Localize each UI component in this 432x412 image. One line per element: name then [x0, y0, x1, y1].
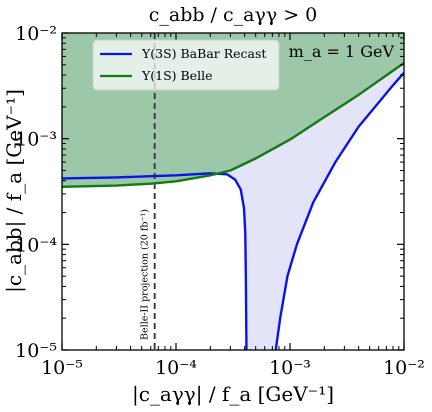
legend-label-belle: Υ(1S) Belle [141, 68, 212, 83]
y-tick-label: 10⁻² [15, 23, 57, 45]
x-tick-label: 10⁻³ [269, 357, 311, 379]
chart-title: c_abb / c_aγγ > 0 [149, 4, 318, 26]
babar-curve-1 [274, 72, 404, 350]
y-tick-label: 10⁻⁴ [15, 234, 57, 256]
allowed-region [223, 63, 404, 350]
x-tick-label: 10⁻² [383, 357, 425, 379]
x-tick-label: 10⁻⁵ [41, 357, 83, 379]
legend-label-babar: Υ(3S) BaBar Recast [141, 46, 266, 61]
belle2-projection-label: Belle-II projection (20 fb⁻¹) [140, 209, 151, 340]
x-axis-label: |c_aγγ| / f_a [GeV⁻¹] [132, 382, 334, 407]
babar-curve-0 [62, 172, 248, 350]
legend: Υ(3S) BaBar Recast Υ(1S) Belle [92, 39, 280, 91]
mass-annotation: m_a = 1 GeV [289, 42, 395, 61]
x-tick-label: 10⁻⁴ [155, 357, 197, 379]
y-tick-label: 10⁻⁵ [15, 340, 57, 362]
y-axis-label: |c_abb| / f_a [GeV⁻¹] [2, 89, 27, 293]
y-tick-label: 10⁻³ [15, 129, 57, 151]
plot-frame [61, 32, 405, 351]
belle-curve-0 [62, 62, 404, 189]
